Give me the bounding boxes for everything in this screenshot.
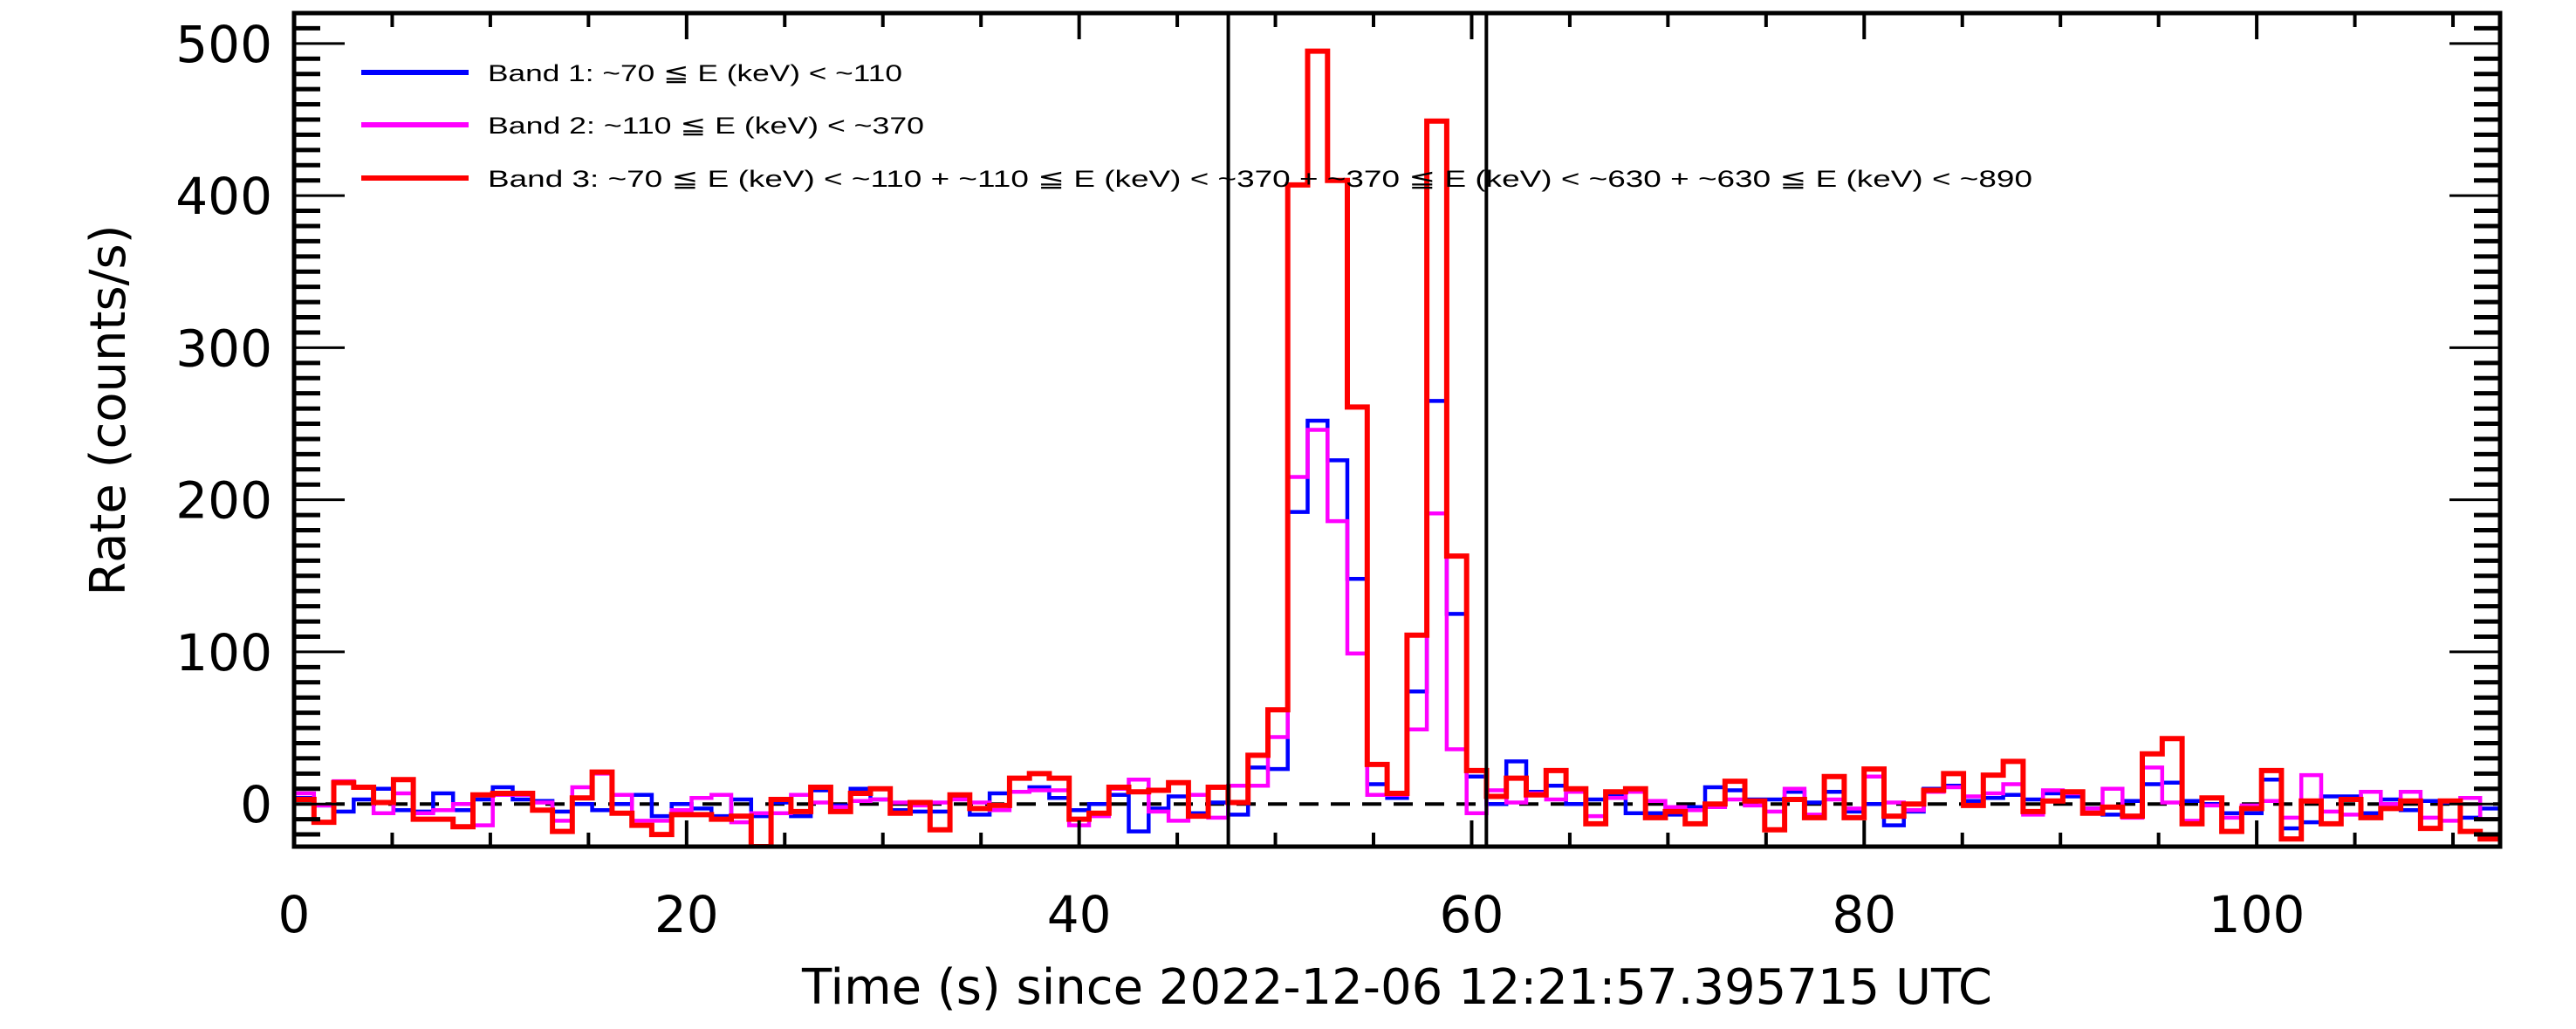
plot-frame — [291, 10, 2503, 849]
x-tick-label: 80 — [1832, 885, 1896, 944]
x-tick-label: 100 — [2209, 885, 2305, 944]
series-line-band-2 — [294, 428, 2500, 827]
legend: Band 1: ~70 ≦ E (keV) < ~110 Band 2: ~110… — [361, 60, 2032, 192]
series-line-band-3 — [294, 48, 2500, 847]
y-tick-label: 500 — [175, 15, 272, 74]
y-tick-label: 100 — [175, 623, 272, 683]
x-tick-label: 0 — [278, 885, 311, 944]
y-tick-label: 400 — [175, 167, 272, 226]
legend-label-band-1: Band 1: ~70 ≦ E (keV) < ~110 — [488, 60, 902, 86]
y-axis-title: Rate (counts/s) — [80, 224, 137, 595]
axes: 0 20 40 60 80 100 0 100 200 300 400 500 — [175, 10, 2503, 944]
x-axis-title: Time (s) since 2022-12-06 12:21:57.39571… — [801, 959, 1992, 1016]
marker-layer — [1226, 13, 1489, 847]
legend-label-band-3: Band 3: ~70 ≦ E (keV) < ~110 + ~110 ≦ E … — [488, 166, 2032, 192]
y-tick-label: 200 — [175, 471, 272, 531]
series-layer — [294, 48, 2500, 847]
x-tick-label: 60 — [1440, 885, 1504, 944]
y-tick-label: 0 — [240, 775, 272, 834]
x-tick-label: 40 — [1047, 885, 1112, 944]
series-line-band-1 — [294, 399, 2500, 833]
legend-label-band-2: Band 2: ~110 ≦ E (keV) < ~370 — [488, 113, 924, 139]
y-tick-label: 300 — [175, 319, 272, 378]
x-tick-label: 20 — [654, 885, 719, 944]
